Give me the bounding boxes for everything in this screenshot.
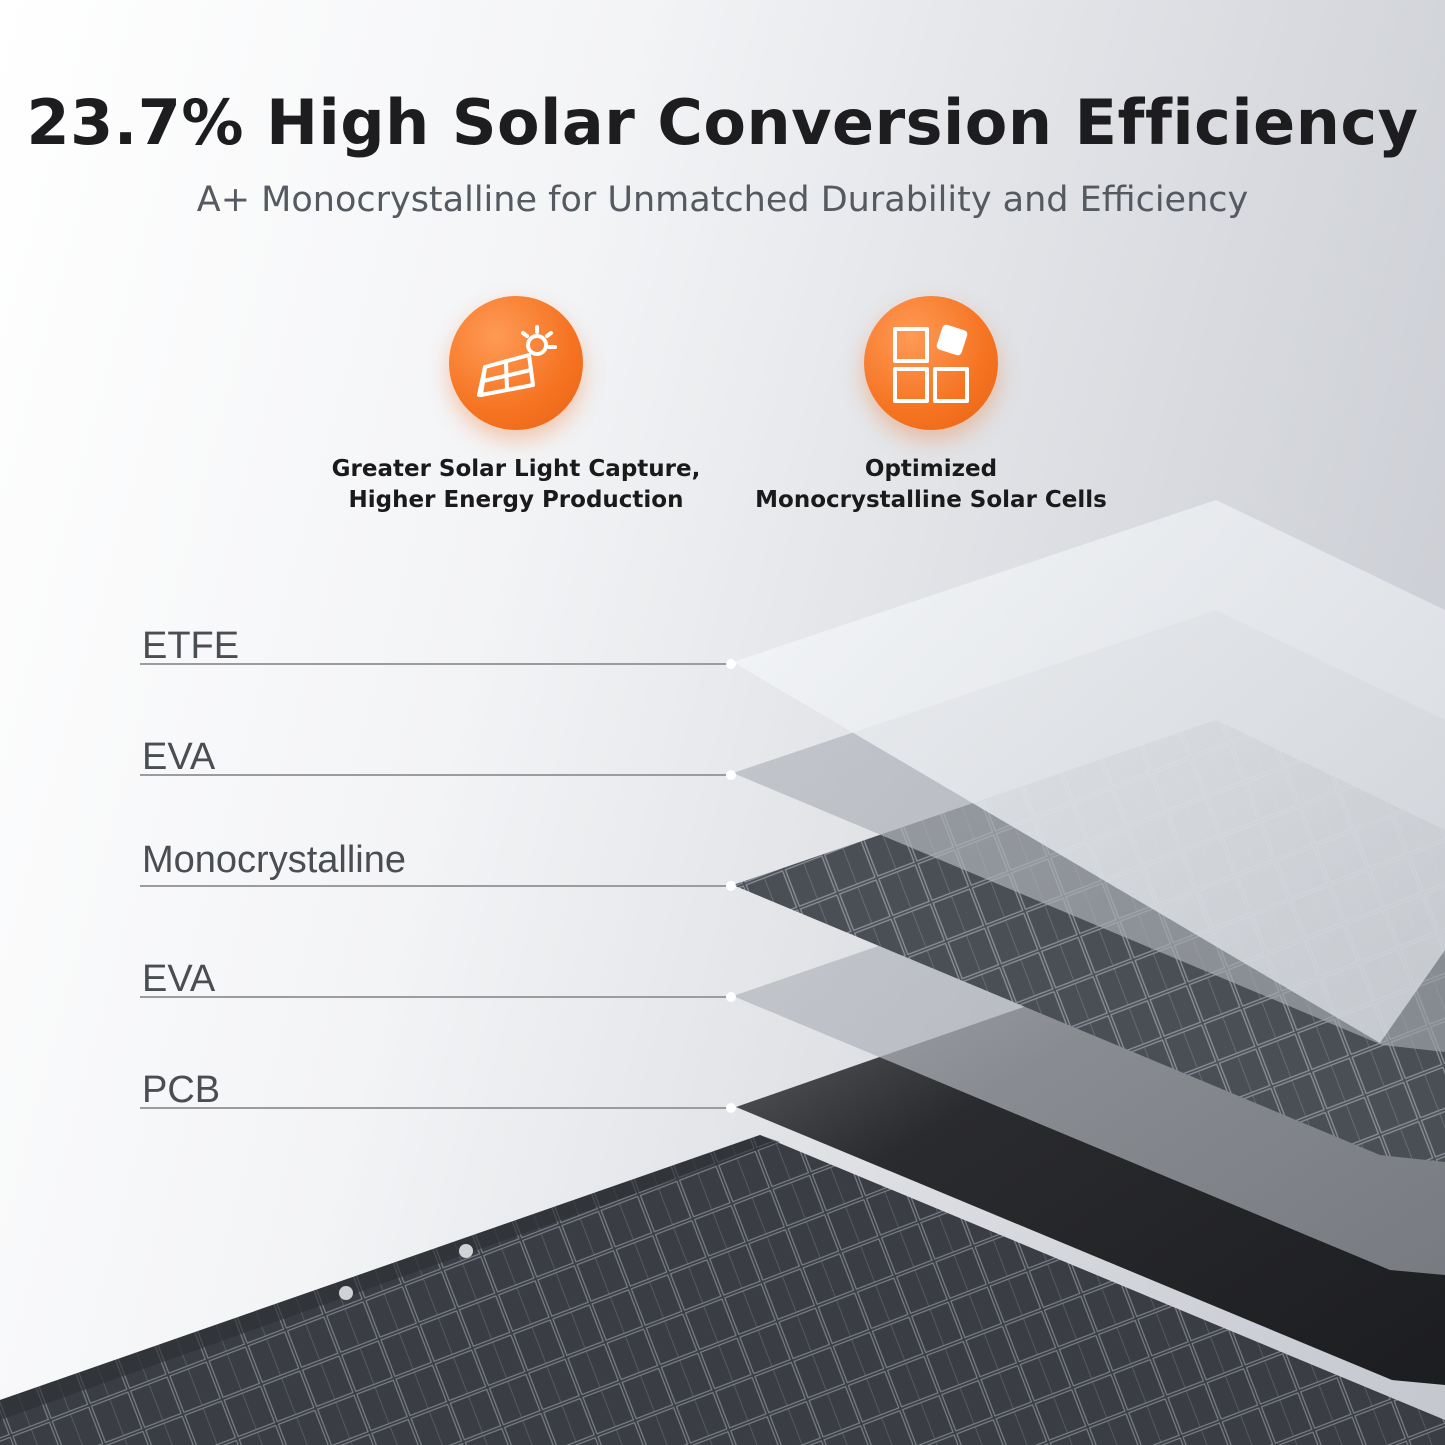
- panel-grommet: [339, 1286, 353, 1300]
- base-solar-panel: [0, 1135, 1445, 1445]
- feature-badge: [864, 296, 998, 430]
- feature-caption-line: Monocrystalline Solar Cells: [755, 487, 1107, 513]
- feature-mono-cells: Optimized Monocrystalline Solar Cells: [716, 296, 1146, 516]
- leader-lines: [140, 663, 731, 1109]
- layer-label-monocrystalline: Monocrystalline: [142, 839, 406, 881]
- panel-grommet: [459, 1244, 473, 1258]
- feature-badge: [449, 296, 583, 430]
- layer-label-eva-lower: EVA: [142, 958, 216, 1000]
- feature-caption: Greater Solar Light Capture, Higher Ener…: [301, 454, 731, 516]
- grid-squares-icon: [893, 324, 969, 403]
- feature-caption-line: Greater Solar Light Capture,: [331, 456, 701, 482]
- leader-dots: [726, 659, 736, 1113]
- layer-label-etfe: ETFE: [142, 625, 240, 667]
- feature-caption-line: Optimized: [864, 456, 998, 482]
- feature-caption-line: Higher Energy Production: [348, 487, 684, 513]
- feature-caption: Optimized Monocrystalline Solar Cells: [716, 454, 1146, 516]
- solar-panel-sun-icon: [477, 325, 557, 397]
- page-subtitle: A+ Monocrystalline for Unmatched Durabil…: [196, 180, 1249, 220]
- layer-label-eva-upper: EVA: [142, 736, 216, 778]
- etfe-layer: [733, 500, 1445, 1043]
- feature-light-capture: Greater Solar Light Capture, Higher Ener…: [301, 296, 731, 516]
- page-title: 23.7% High Solar Conversion Efficiency: [26, 86, 1419, 159]
- layer-label-pcb: PCB: [142, 1069, 221, 1111]
